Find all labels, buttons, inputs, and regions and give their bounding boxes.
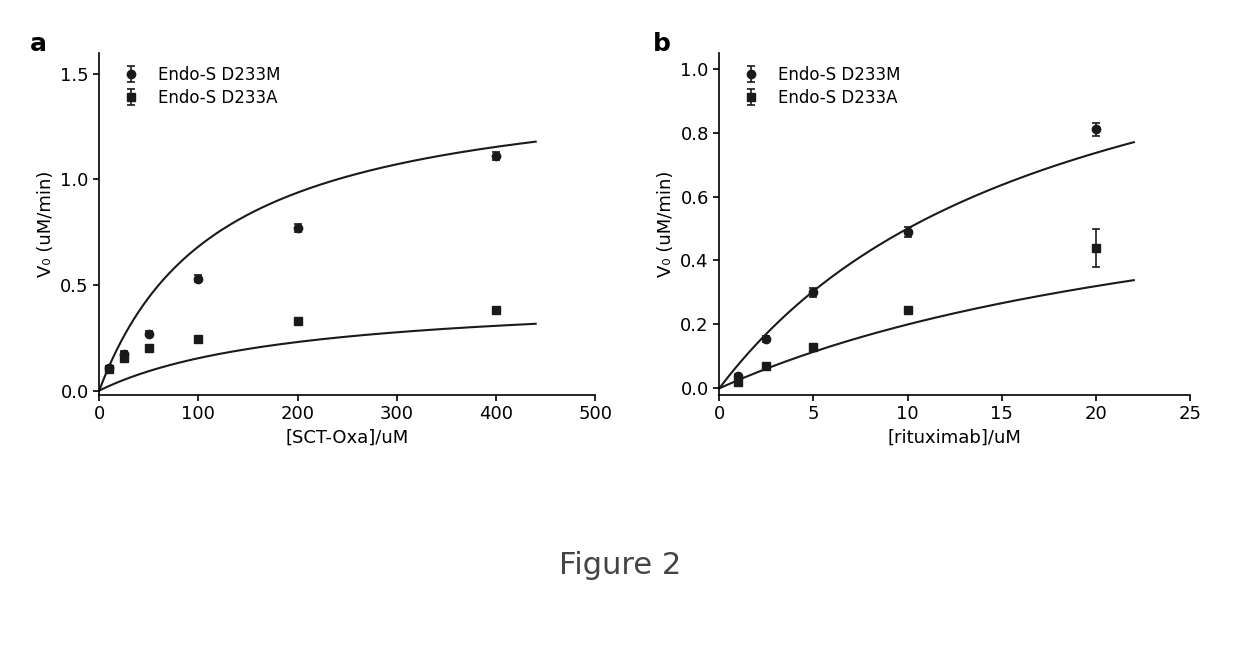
Legend: Endo-S D233M, Endo-S D233A: Endo-S D233M, Endo-S D233A xyxy=(728,61,905,112)
Text: b: b xyxy=(653,32,671,56)
Legend: Endo-S D233M, Endo-S D233A: Endo-S D233M, Endo-S D233A xyxy=(108,61,285,112)
Y-axis label: V₀ (uM/min): V₀ (uM/min) xyxy=(657,170,675,277)
Text: Figure 2: Figure 2 xyxy=(559,551,681,580)
Text: a: a xyxy=(30,32,47,56)
Y-axis label: V₀ (uM/min): V₀ (uM/min) xyxy=(37,170,55,277)
X-axis label: [rituximab]/uM: [rituximab]/uM xyxy=(888,429,1022,447)
X-axis label: [SCT-Oxa]/uM: [SCT-Oxa]/uM xyxy=(285,429,409,447)
